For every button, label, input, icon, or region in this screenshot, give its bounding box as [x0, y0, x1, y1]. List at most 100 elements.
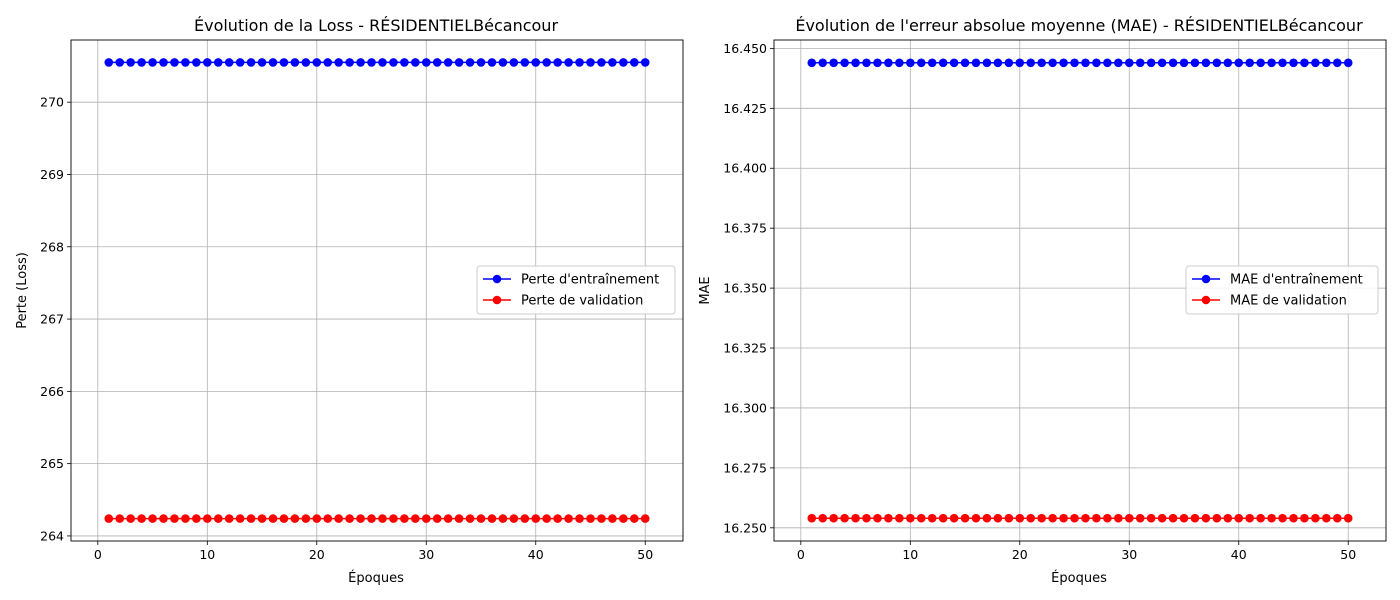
data-point — [1179, 58, 1189, 68]
data-point — [213, 514, 223, 523]
data-point — [1278, 513, 1287, 523]
x-tick-label: 20 — [1012, 547, 1028, 562]
x-tick-label: 30 — [418, 547, 434, 562]
data-point — [1059, 58, 1068, 68]
legend-marker — [492, 274, 502, 284]
legend-entry: Perte d'entraînement — [521, 273, 659, 288]
data-point — [137, 58, 146, 67]
data-point — [1343, 58, 1353, 68]
data-point — [301, 514, 311, 523]
data-point — [993, 513, 1003, 523]
data-point — [916, 513, 926, 523]
data-point — [1168, 58, 1178, 68]
data-point — [181, 58, 190, 67]
data-point — [982, 513, 992, 523]
data-point — [268, 514, 278, 523]
data-point — [1103, 513, 1112, 523]
data-point — [619, 58, 628, 67]
data-point — [982, 58, 992, 68]
data-point — [553, 514, 562, 523]
data-point — [873, 513, 882, 523]
data-point — [1311, 513, 1320, 523]
y-tick-label: 16.250 — [723, 520, 767, 535]
data-point — [1300, 513, 1309, 523]
data-point — [487, 514, 497, 523]
data-point — [148, 58, 157, 67]
data-point — [971, 58, 981, 68]
data-point — [608, 514, 617, 523]
data-point — [465, 514, 475, 523]
x-tick-label: 0 — [797, 547, 805, 562]
data-point — [884, 58, 893, 68]
y-tick-label: 269 — [40, 167, 64, 182]
data-point — [564, 58, 573, 67]
data-point — [400, 58, 409, 67]
data-point — [873, 58, 882, 68]
data-point — [279, 58, 289, 67]
data-point — [192, 514, 201, 523]
data-point — [1114, 513, 1123, 523]
data-point — [1157, 513, 1167, 523]
data-point — [1190, 513, 1200, 523]
data-point — [1048, 58, 1057, 68]
data-point — [224, 514, 234, 523]
data-point — [137, 514, 146, 523]
data-point — [993, 58, 1003, 68]
y-tick-label: 16.275 — [723, 460, 767, 475]
legend-entry: MAE d'entraînement — [1230, 273, 1363, 288]
data-point — [115, 514, 125, 523]
data-point — [487, 58, 497, 67]
data-point — [807, 58, 817, 68]
legend-marker — [492, 295, 502, 305]
data-point — [203, 514, 212, 523]
data-point — [257, 58, 267, 67]
data-point — [1146, 513, 1156, 523]
data-point — [597, 514, 606, 523]
data-point — [608, 58, 617, 67]
data-point — [1289, 58, 1298, 68]
data-point — [553, 58, 562, 67]
x-tick-label: 30 — [1121, 547, 1137, 562]
legend-marker — [1201, 274, 1211, 284]
data-point — [345, 58, 354, 67]
data-point — [542, 58, 551, 67]
data-point — [1037, 58, 1046, 68]
data-point — [421, 514, 431, 523]
y-tick-label: 268 — [40, 239, 64, 254]
data-point — [1157, 58, 1167, 68]
data-point — [159, 58, 168, 67]
data-point — [840, 58, 849, 68]
data-point — [367, 58, 376, 67]
data-point — [1037, 513, 1046, 523]
x-axis-label: Époques — [348, 570, 404, 586]
data-point — [1234, 513, 1244, 523]
x-tick-label: 40 — [528, 547, 544, 562]
data-point — [1135, 513, 1145, 523]
legend: Perte d'entraînement Perte de validation — [476, 265, 676, 315]
plot-frame — [70, 39, 684, 542]
legend-box — [1185, 265, 1379, 315]
data-point — [334, 514, 343, 523]
chart-title: Évolution de l'erreur absolue moyenne (M… — [795, 16, 1363, 35]
data-point — [509, 514, 519, 523]
data-point — [323, 514, 333, 523]
data-point — [1124, 513, 1134, 523]
data-point — [432, 514, 442, 523]
y-axis-label: Perte (Loss) — [15, 252, 30, 329]
data-point — [949, 58, 959, 68]
data-point — [312, 58, 322, 67]
legend-entry: MAE de validation — [1230, 294, 1347, 309]
x-tick-label: 10 — [199, 547, 215, 562]
data-point — [1015, 513, 1025, 523]
data-point — [927, 58, 937, 68]
data-point — [1223, 513, 1233, 523]
y-tick-label: 16.375 — [723, 221, 767, 236]
y-tick-label: 16.450 — [723, 41, 767, 56]
data-point — [1245, 513, 1254, 523]
data-point — [619, 514, 628, 523]
x-axis-label: Époques — [1051, 570, 1107, 586]
data-point — [1135, 58, 1145, 68]
data-point — [104, 514, 114, 523]
legend-box — [476, 265, 676, 315]
